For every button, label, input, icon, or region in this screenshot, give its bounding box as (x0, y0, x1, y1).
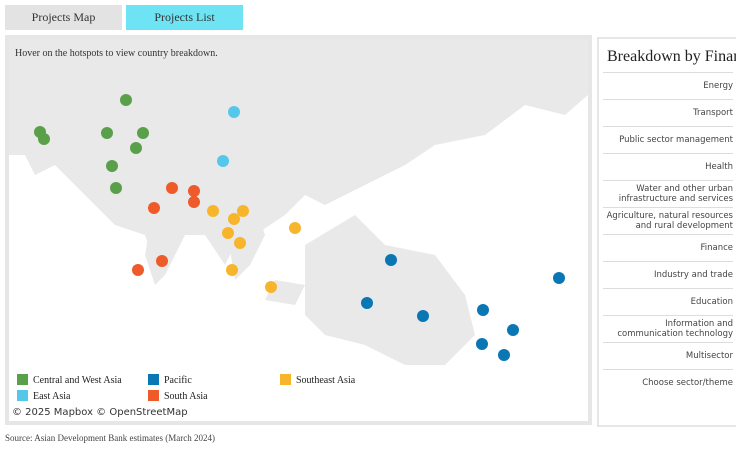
hotspot[interactable] (553, 272, 565, 284)
hotspot[interactable] (188, 196, 200, 208)
sector-item[interactable]: Choose sector/theme (603, 369, 733, 396)
hotspot[interactable] (507, 324, 519, 336)
hotspot[interactable] (166, 182, 178, 194)
legend-label: Pacific (164, 375, 192, 386)
legend-item: Southeast Asia (280, 374, 356, 386)
legend-item: Central and West Asia (17, 374, 122, 386)
hotspot[interactable] (188, 185, 200, 197)
sector-item[interactable]: Public sector management (603, 126, 733, 153)
hotspot[interactable] (234, 237, 246, 249)
hotspot[interactable] (132, 264, 144, 276)
sector-item[interactable]: Education (603, 288, 733, 315)
legend-label: East Asia (33, 391, 71, 402)
sector-item[interactable]: Transport (603, 99, 733, 126)
sidebar: Breakdown by Financing EnergyTransportPu… (597, 37, 736, 427)
legend-label: Southeast Asia (296, 375, 356, 386)
hotspot[interactable] (217, 155, 229, 167)
sector-item[interactable]: Industry and trade (603, 261, 733, 288)
source: Source: Asian Development Bank estimates… (5, 433, 215, 443)
land (265, 280, 415, 310)
hotspot[interactable] (385, 254, 397, 266)
sector-item[interactable]: Information and communication technology (603, 315, 733, 342)
tab[interactable]: Projects List (126, 5, 243, 30)
legend-item: East Asia (17, 390, 71, 402)
hotspot[interactable] (417, 310, 429, 322)
hotspot[interactable] (137, 127, 149, 139)
hotspot[interactable] (226, 264, 238, 276)
hotspot[interactable] (228, 213, 240, 225)
hotspot[interactable] (106, 160, 118, 172)
hotspot[interactable] (265, 281, 277, 293)
hotspot[interactable] (222, 227, 234, 239)
hotspot[interactable] (148, 202, 160, 214)
hotspot[interactable] (120, 94, 132, 106)
legend-item: Pacific (148, 374, 192, 386)
sector-item[interactable]: Multisector (603, 342, 733, 369)
legend-label: Central and West Asia (33, 375, 122, 386)
hotspot[interactable] (101, 127, 113, 139)
legend-label: South Asia (164, 391, 208, 402)
sector-item[interactable]: Water and other urban infrastructure and… (603, 180, 733, 207)
sector-item[interactable]: Agriculture, natural resources and rural… (603, 207, 733, 234)
hotspot[interactable] (476, 338, 488, 350)
hotspot[interactable] (498, 349, 510, 361)
hotspot[interactable] (156, 255, 168, 267)
hint: Hover on the hotspots to view country br… (15, 48, 218, 59)
sector-item[interactable]: Health (603, 153, 733, 180)
hotspot[interactable] (289, 222, 301, 234)
land (145, 195, 185, 285)
hotspot[interactable] (38, 133, 50, 145)
tab[interactable]: Projects Map (5, 5, 122, 30)
hotspot[interactable] (228, 106, 240, 118)
hotspot[interactable] (130, 142, 142, 154)
attribution: © 2025 Mapbox © OpenStreetMap (12, 407, 188, 418)
sector-item[interactable]: Finance (603, 234, 733, 261)
sector-item[interactable]: Energy (603, 72, 733, 99)
map-canvas (9, 39, 588, 421)
hotspot[interactable] (237, 205, 249, 217)
hotspot[interactable] (207, 205, 219, 217)
map: Hover on the hotspots to view country br… (5, 35, 592, 425)
sector-list: Energy Transport Public sector management H… (599, 72, 736, 396)
hotspot[interactable] (361, 297, 373, 309)
hotspot[interactable] (110, 182, 122, 194)
legend-item: South Asia (148, 390, 208, 402)
hotspot[interactable] (477, 304, 489, 316)
sidebar-title: Breakdown by Financing (607, 48, 736, 65)
